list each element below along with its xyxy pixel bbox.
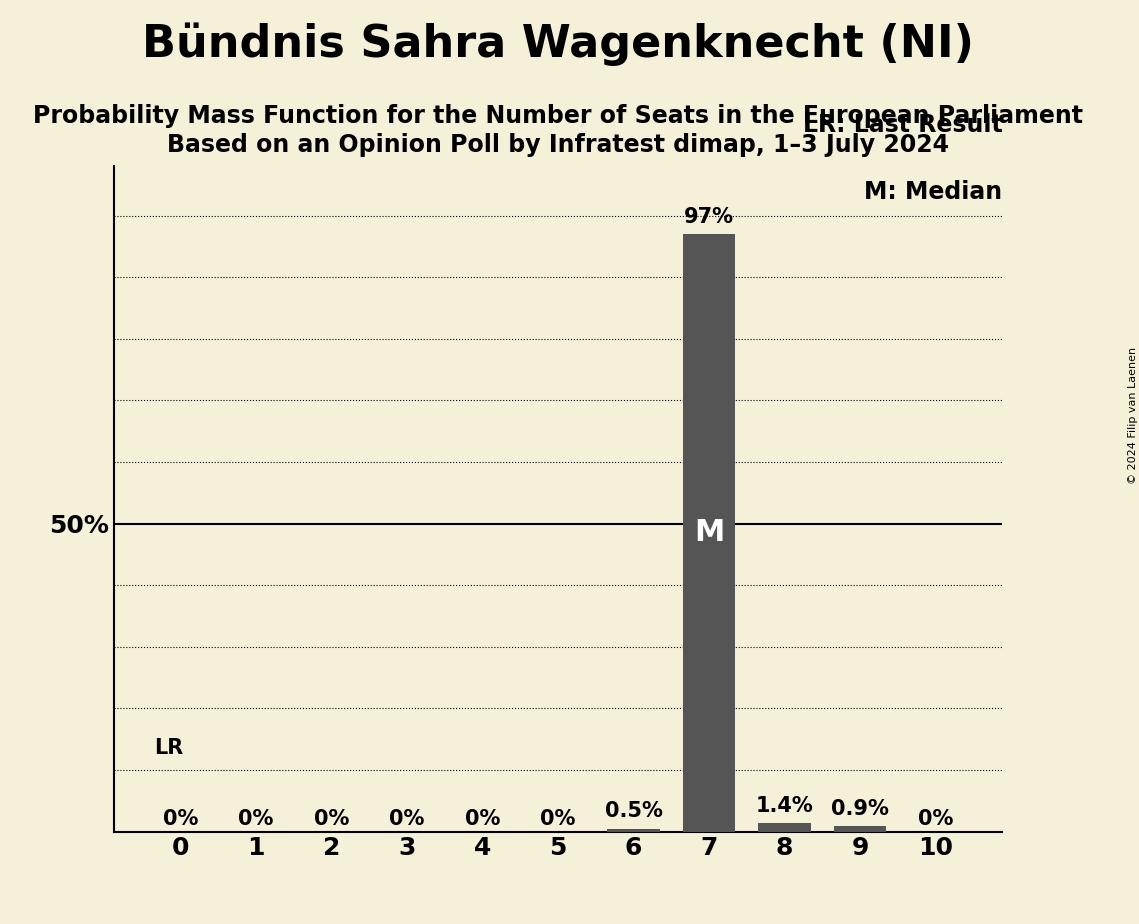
Text: 0%: 0% bbox=[238, 809, 273, 829]
Text: 0%: 0% bbox=[314, 809, 350, 829]
Text: Bündnis Sahra Wagenknecht (NI): Bündnis Sahra Wagenknecht (NI) bbox=[142, 22, 974, 67]
Bar bbox=[682, 234, 736, 832]
Text: Based on an Opinion Poll by Infratest dimap, 1–3 July 2024: Based on an Opinion Poll by Infratest di… bbox=[167, 133, 949, 157]
Text: 0%: 0% bbox=[390, 809, 425, 829]
Bar bbox=[759, 823, 811, 832]
Text: © 2024 Filip van Laenen: © 2024 Filip van Laenen bbox=[1129, 347, 1138, 484]
Text: 0.5%: 0.5% bbox=[605, 801, 663, 821]
Text: 97%: 97% bbox=[685, 207, 734, 226]
Text: LR: LR bbox=[154, 737, 183, 758]
Text: M: M bbox=[694, 518, 724, 547]
Text: Probability Mass Function for the Number of Seats in the European Parliament: Probability Mass Function for the Number… bbox=[33, 103, 1083, 128]
Text: 0%: 0% bbox=[163, 809, 198, 829]
Text: M: Median: M: Median bbox=[865, 179, 1002, 203]
Text: 0%: 0% bbox=[540, 809, 576, 829]
Bar bbox=[834, 826, 886, 832]
Text: 1.4%: 1.4% bbox=[755, 796, 813, 816]
Text: LR: Last Result: LR: Last Result bbox=[803, 113, 1002, 137]
Bar bbox=[607, 829, 659, 832]
Text: 0.9%: 0.9% bbox=[831, 798, 888, 819]
Text: 0%: 0% bbox=[918, 809, 953, 829]
Text: 0%: 0% bbox=[465, 809, 500, 829]
